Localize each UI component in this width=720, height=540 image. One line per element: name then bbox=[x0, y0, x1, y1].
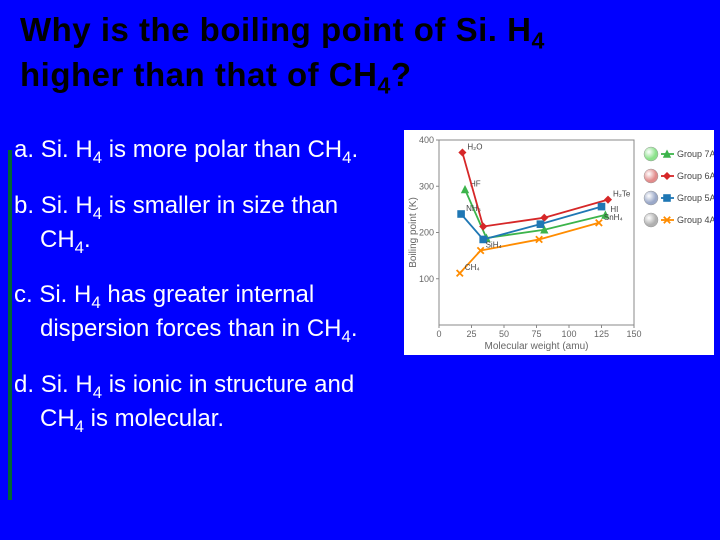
option-text: . bbox=[351, 315, 358, 342]
svg-text:50: 50 bbox=[499, 329, 509, 339]
option-sub: 4 bbox=[93, 204, 102, 223]
option-b: b. Si. H4 is smaller in size than CH4. bbox=[14, 191, 394, 259]
svg-text:125: 125 bbox=[594, 329, 609, 339]
svg-text:400: 400 bbox=[419, 135, 434, 145]
svg-text:NH₃: NH₃ bbox=[466, 204, 481, 213]
svg-text:H₂Te: H₂Te bbox=[613, 190, 631, 199]
option-text: is molecular. bbox=[84, 405, 224, 432]
title-sub2: 4 bbox=[377, 73, 390, 99]
accent-bar bbox=[8, 150, 12, 500]
option-sub: 4 bbox=[91, 293, 100, 312]
title-prefix: Why is the boiling point of Si. H bbox=[20, 11, 531, 48]
option-sub: 4 bbox=[93, 148, 102, 167]
svg-text:Group 6A: Group 6A bbox=[677, 171, 714, 181]
svg-text:H₂O: H₂O bbox=[467, 142, 482, 151]
option-sub: 4 bbox=[75, 237, 84, 256]
option-a: a. Si. H4 is more polar than CH4. bbox=[14, 135, 394, 169]
svg-text:100: 100 bbox=[561, 329, 576, 339]
option-d: d. Si. H4 is ionic in structure and CH4 … bbox=[14, 370, 394, 438]
option-text: Si. H bbox=[41, 371, 93, 398]
option-letter: b. bbox=[14, 192, 34, 219]
options-list: a. Si. H4 is more polar than CH4. b. Si.… bbox=[14, 135, 394, 459]
option-text: is more polar than CH bbox=[102, 136, 342, 163]
svg-text:150: 150 bbox=[626, 329, 641, 339]
svg-text:200: 200 bbox=[419, 228, 434, 238]
svg-text:SiH₄: SiH₄ bbox=[486, 241, 502, 250]
option-text: Si. H bbox=[41, 192, 93, 219]
option-sub: 4 bbox=[75, 416, 84, 435]
boiling-point-chart: 100 200 300 400 0 25 50 75 100 125 150 Molecular we… bbox=[404, 130, 714, 355]
svg-text:300: 300 bbox=[419, 181, 434, 191]
title-sub1: 4 bbox=[531, 28, 544, 54]
option-text: . bbox=[351, 136, 358, 163]
option-c: c. Si. H4 has greater internal dispersio… bbox=[14, 280, 394, 348]
option-text: . bbox=[84, 226, 91, 253]
svg-text:SnH₄: SnH₄ bbox=[604, 213, 623, 222]
title-mid: higher than that of CH bbox=[20, 56, 377, 93]
option-text: Si. H bbox=[41, 136, 93, 163]
option-sub: 4 bbox=[341, 327, 350, 346]
svg-text:CH₄: CH₄ bbox=[465, 263, 480, 272]
title-post: ? bbox=[391, 56, 412, 93]
svg-text:75: 75 bbox=[531, 329, 541, 339]
option-sub: 4 bbox=[93, 383, 102, 402]
option-letter: a. bbox=[14, 136, 34, 163]
svg-text:Group 7A: Group 7A bbox=[677, 149, 714, 159]
svg-text:100: 100 bbox=[419, 274, 434, 284]
svg-text:Group 5A: Group 5A bbox=[677, 193, 714, 203]
slide-title: Why is the boiling point of Si. H4 highe… bbox=[20, 10, 700, 101]
svg-text:25: 25 bbox=[466, 329, 476, 339]
title-text: Why is the boiling point of Si. H4 highe… bbox=[20, 10, 700, 101]
svg-text:Boiling point (K): Boiling point (K) bbox=[408, 197, 419, 268]
option-letter: d. bbox=[14, 371, 34, 398]
svg-text:0: 0 bbox=[436, 329, 441, 339]
svg-text:Molecular weight (amu): Molecular weight (amu) bbox=[485, 341, 589, 352]
svg-text:Group 4A: Group 4A bbox=[677, 215, 714, 225]
chart-svg: 100 200 300 400 0 25 50 75 100 125 150 Molecular we… bbox=[404, 130, 714, 355]
option-text: Si. H bbox=[39, 281, 91, 308]
option-letter: c. bbox=[14, 281, 33, 308]
